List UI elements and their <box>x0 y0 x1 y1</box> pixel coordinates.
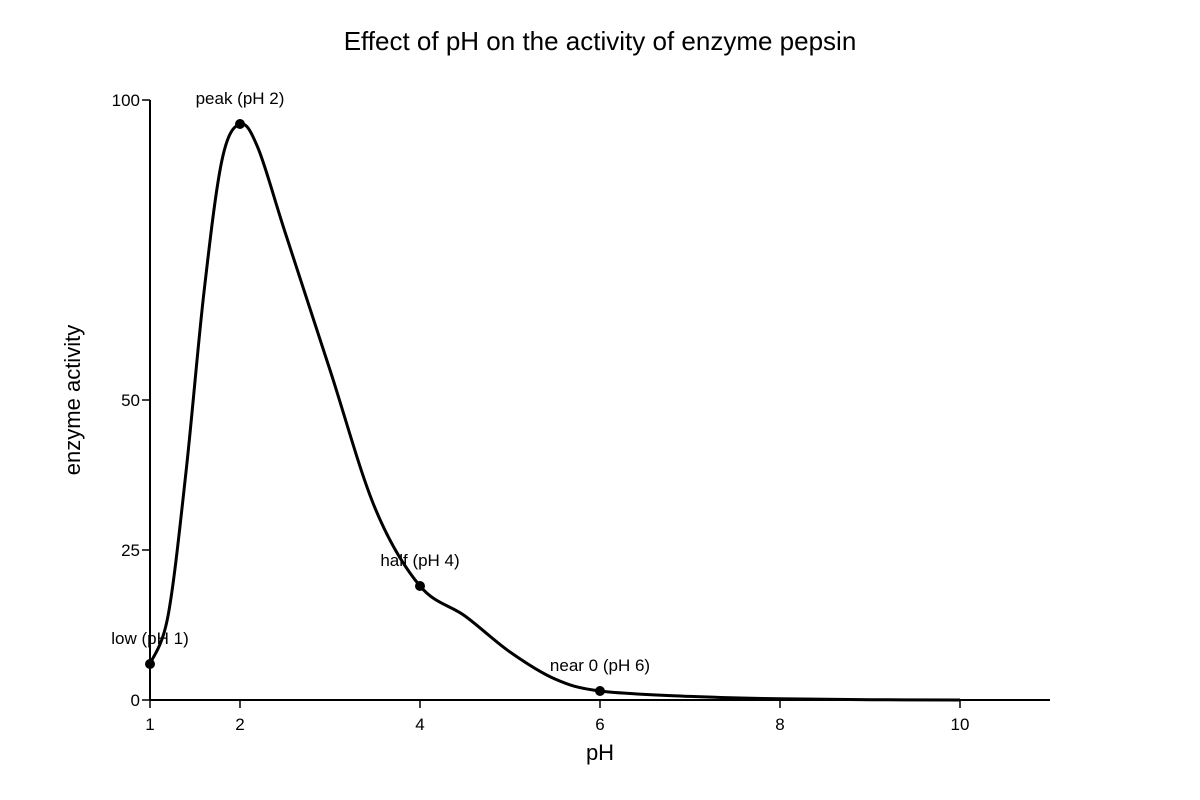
x-tick-label: 1 <box>145 715 154 734</box>
y-tick-label: 25 <box>121 541 140 560</box>
x-tick-label: 8 <box>775 715 784 734</box>
point-annotation: low (pH 1) <box>111 629 188 648</box>
y-tick-label: 50 <box>121 391 140 410</box>
highlight-point <box>145 659 155 669</box>
highlight-point <box>595 686 605 696</box>
highlight-point <box>415 581 425 591</box>
highlight-point <box>235 119 245 129</box>
points-layer: low (pH 1) peak (pH 2) half (pH 4) near 0 (… <box>111 89 650 696</box>
chart-title: Effect of pH on the activity of enzyme p… <box>344 26 857 56</box>
series-layer <box>148 122 961 702</box>
series-line-0 <box>148 122 961 702</box>
x-axis-title: pH <box>586 740 614 765</box>
x-tick-label: 10 <box>951 715 970 734</box>
point-annotation: peak (pH 2) <box>196 89 285 108</box>
axes <box>149 100 1050 701</box>
point-annotation: half (pH 4) <box>380 551 459 570</box>
x-tick-label: 6 <box>595 715 604 734</box>
x-tick-label: 4 <box>415 715 424 734</box>
y-tick-label: 0 <box>131 691 140 710</box>
x-tick-label: 2 <box>235 715 244 734</box>
y-axis-title: enzyme activity <box>60 325 85 475</box>
point-annotation: near 0 (pH 6) <box>550 656 650 675</box>
y-tick-label: 100 <box>112 91 140 110</box>
